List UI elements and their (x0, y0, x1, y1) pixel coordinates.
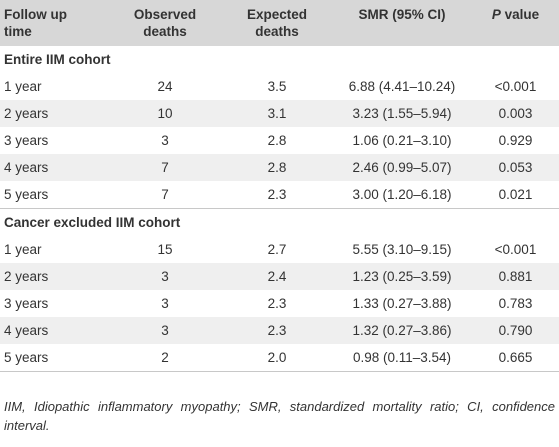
cell-expected-deaths: 2.8 (222, 154, 332, 181)
cell-observed-deaths: 3 (108, 263, 222, 290)
section-header-row: Entire IIM cohort (0, 46, 559, 73)
smr-table: Follow up time Observed deaths Expected … (0, 0, 559, 372)
cell-expected-deaths: 2.4 (222, 263, 332, 290)
cell-p-value: 0.783 (498, 296, 533, 311)
cell-follow-up-time: 4 years (0, 154, 108, 181)
cell-p-value: <0.001 (494, 242, 537, 257)
cell-p-value: 0.053 (472, 154, 559, 181)
header-p-italic: P (491, 7, 501, 22)
cell-observed-deaths: 2 (108, 344, 222, 372)
header-line: time (4, 24, 32, 39)
section-title: Entire IIM cohort (4, 52, 111, 67)
table-body: Entire IIM cohort 1 year 24 3.5 6.88 (4.41–1… (0, 46, 559, 372)
cell-p-value: 0.021 (498, 187, 533, 202)
cell-expected-deaths: 2.3 (267, 187, 287, 202)
table-row: 5 years 2 2.0 0.98 (0.11–3.54) 0.665 (0, 344, 559, 372)
cell-follow-up-time: 1 year (4, 242, 42, 257)
cell-observed-deaths: 3 (161, 296, 169, 311)
table-row: 4 years 7 2.8 2.46 (0.99–5.07) 0.053 (0, 154, 559, 181)
cell-expected-deaths: 3.1 (222, 100, 332, 127)
table-row: 4 years 3 2.3 1.32 (0.27–3.86) 0.790 (0, 317, 559, 344)
table-row: 1 year 15 2.7 5.55 (3.10–9.15) <0.001 (0, 236, 559, 263)
header-line: Observed (133, 7, 197, 22)
header-follow-up-time: Follow up time (0, 0, 108, 46)
cell-follow-up-time: 5 years (0, 344, 108, 372)
cell-smr: 2.46 (0.99–5.07) (332, 154, 472, 181)
cell-expected-deaths: 2.8 (267, 133, 287, 148)
cell-observed-deaths: 15 (157, 242, 173, 257)
cell-smr: 1.23 (0.25–3.59) (332, 263, 472, 290)
cell-follow-up-time: 5 years (4, 187, 49, 202)
cell-follow-up-time: 3 years (4, 133, 49, 148)
cell-smr: 0.98 (0.11–3.54) (332, 344, 472, 372)
cell-smr: 6.88 (4.41–10.24) (348, 79, 456, 94)
cell-observed-deaths: 7 (161, 187, 169, 202)
cell-expected-deaths: 2.3 (222, 317, 332, 344)
cell-observed-deaths: 10 (108, 100, 222, 127)
cell-smr: 3.23 (1.55–5.94) (332, 100, 472, 127)
header-line: deaths (143, 24, 187, 39)
table-footnote: IIM, Idiopathic inflammatory myopathy; S… (4, 399, 555, 433)
cell-p-value: 0.881 (472, 263, 559, 290)
cell-p-value: <0.001 (494, 79, 537, 94)
header-observed-deaths: Observed deaths (108, 0, 222, 46)
table-row: 3 years 3 2.8 1.06 (0.21–3.10) 0.929 (0, 127, 559, 154)
header-line: Expected (246, 7, 308, 22)
cell-follow-up-time: 3 years (4, 296, 49, 311)
cell-follow-up-time: 1 year (4, 79, 42, 94)
header-smr: SMR (95% CI) (332, 0, 472, 46)
cell-p-value: 0.003 (472, 100, 559, 127)
cell-p-value: 0.790 (472, 317, 559, 344)
header-row: Follow up time Observed deaths Expected … (0, 0, 559, 46)
header-line: Follow up (4, 7, 67, 22)
header-p-value: P value (472, 0, 559, 46)
cell-observed-deaths: 3 (161, 133, 169, 148)
section-title: Cancer excluded IIM cohort (0, 208, 559, 236)
header-p-rest: value (500, 7, 540, 22)
cell-p-value: 0.665 (472, 344, 559, 372)
cell-smr: 1.06 (0.21–3.10) (352, 133, 452, 148)
header-line: SMR (95% CI) (358, 7, 446, 22)
cell-follow-up-time: 2 years (0, 100, 108, 127)
table-row: 2 years 10 3.1 3.23 (1.55–5.94) 0.003 (0, 100, 559, 127)
cell-expected-deaths: 3.5 (267, 79, 287, 94)
cell-smr: 5.55 (3.10–9.15) (352, 242, 452, 257)
cell-follow-up-time: 2 years (0, 263, 108, 290)
cell-smr: 3.00 (1.20–6.18) (352, 187, 452, 202)
header-expected-deaths: Expected deaths (222, 0, 332, 46)
table-row: 5 years 7 2.3 3.00 (1.20–6.18) 0.021 (0, 181, 559, 209)
cell-smr: 1.32 (0.27–3.86) (332, 317, 472, 344)
cell-expected-deaths: 2.7 (267, 242, 287, 257)
cell-expected-deaths: 2.0 (222, 344, 332, 372)
cell-smr: 1.33 (0.27–3.88) (352, 296, 452, 311)
table-row: 1 year 24 3.5 6.88 (4.41–10.24) <0.001 (0, 73, 559, 100)
cell-p-value: 0.929 (498, 133, 533, 148)
cell-observed-deaths: 24 (157, 79, 173, 94)
section-header-row: Cancer excluded IIM cohort (0, 208, 559, 236)
cell-observed-deaths: 3 (108, 317, 222, 344)
cell-expected-deaths: 2.3 (267, 296, 287, 311)
table-row: 3 years 3 2.3 1.33 (0.27–3.88) 0.783 (0, 290, 559, 317)
header-line: deaths (255, 24, 299, 39)
table-row: 2 years 3 2.4 1.23 (0.25–3.59) 0.881 (0, 263, 559, 290)
cell-observed-deaths: 7 (108, 154, 222, 181)
cell-follow-up-time: 4 years (0, 317, 108, 344)
